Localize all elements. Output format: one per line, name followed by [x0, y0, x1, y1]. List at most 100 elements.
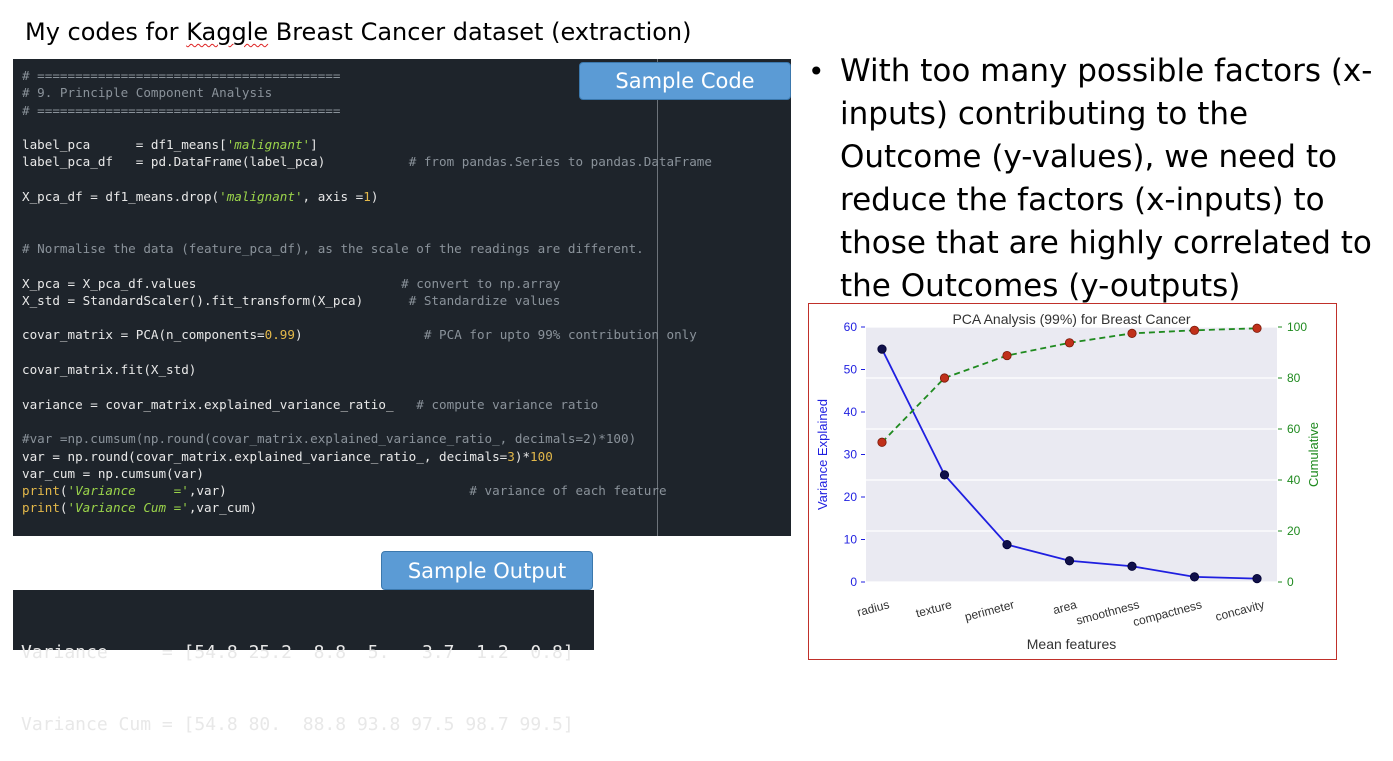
variance-point [1064, 556, 1075, 566]
cumulative-point [1189, 325, 1200, 335]
right-tick-label: 0 [1287, 575, 1294, 589]
output-line-variance: Variance = [54.8 25.2 8.8 5. 3.7 1.2 0.8… [21, 642, 574, 663]
cumulative-point [939, 373, 950, 383]
x-tick-label: area [1051, 597, 1078, 617]
code-token: covar_matrix = PCA(n_components= [22, 327, 265, 343]
code-token: label_pca_df = pd.DataFrame(label_pca) [22, 154, 409, 170]
code-token: ) [370, 189, 379, 205]
pca-chart: 0 10 20 30 40 50 60 0 20 40 60 80 100 radius texture pe… [808, 303, 1337, 660]
code-token: 0.99 [264, 327, 295, 343]
x-tick-label: texture [914, 597, 953, 620]
code-token: ] [310, 137, 318, 153]
variance-point [1002, 540, 1012, 550]
left-tick-label: 30 [844, 448, 858, 462]
variance-point [1189, 572, 1200, 582]
code-token: 100 [530, 448, 553, 464]
code-token: # variance of each feature [469, 483, 667, 499]
code-token: label_pca = df1_means[ [22, 137, 227, 153]
y-axis-label-left: Variance Explained [815, 399, 830, 510]
code-token: ,var) [188, 483, 470, 499]
left-tick-label: 40 [844, 405, 858, 419]
code-token: ( [59, 500, 68, 516]
x-tick-label: concavity [1214, 597, 1266, 623]
code-token: 3 [507, 448, 515, 464]
cumulative-point [877, 437, 887, 447]
cumulative-point [1002, 350, 1012, 361]
code-line [22, 223, 787, 240]
right-tick-label: 80 [1287, 371, 1301, 385]
slide-title-suffix: Breast Cancer dataset (extraction) [268, 18, 692, 46]
code-margin-guide [657, 59, 658, 536]
code-token: variance = covar_matrix.explained_varian… [22, 396, 417, 412]
slide-title-prefix: My codes for [25, 18, 187, 46]
code-line: X_pca_df = df1_means.drop('malignant', a… [22, 188, 787, 205]
right-tick-label: 100 [1287, 320, 1307, 334]
code-token: , axis = [302, 189, 364, 205]
slide-title-kaggle: Kaggle [186, 18, 269, 46]
sample-output-callout: Sample Output [381, 551, 593, 590]
code-line: # ======================================… [22, 102, 787, 119]
cumulative-point [1127, 328, 1137, 338]
code-token: var = np.round(covar_matrix.explained_va… [22, 448, 508, 464]
code-token: ) [294, 327, 424, 343]
code-token: # Normalise the data (feature_pca_df), a… [22, 240, 644, 256]
bullet-text: With too many possible factors (x-inputs… [840, 53, 1373, 304]
code-token: # convert to np.array [401, 275, 561, 291]
code-token: 'malignant' [226, 137, 311, 153]
variance-point [877, 344, 887, 354]
code-token: # compute variance ratio [416, 396, 599, 412]
code-line: var_cum = np.cumsum(var) [22, 465, 787, 482]
slide-title: My codes for Kaggle Breast Cancer datase… [25, 18, 692, 46]
cumulative-point [1064, 338, 1075, 348]
code-token: X_std = StandardScaler().fit_transform(X… [22, 292, 409, 308]
code-token: # PCA for upto 99% contribution only [423, 327, 697, 343]
x-tick-label: compactness [1131, 597, 1203, 629]
y-axis-label-right: Cumulative [1306, 422, 1321, 487]
code-token: # 9. Principle Component Analysis [22, 85, 273, 101]
variance-point [1127, 561, 1137, 571]
code-token: covar_matrix.fit(X_std) [22, 362, 197, 378]
code-token: ( [59, 483, 68, 499]
output-screenshot: Variance = [54.8 25.2 8.8 5. 3.7 1.2 0.8… [13, 590, 594, 735]
code-token: X_pca = X_pca_df.values [22, 275, 402, 291]
code-line: covar_matrix.fit(X_std) [22, 361, 787, 378]
code-line: X_std = StandardScaler().fit_transform(X… [22, 292, 787, 309]
code-token: #var =np.cumsum(np.round(covar_matrix.ex… [22, 431, 637, 447]
left-tick-label: 10 [844, 533, 858, 547]
code-token: print [22, 483, 60, 499]
x-tick-label: radius [856, 597, 891, 619]
right-tick-label: 20 [1287, 524, 1301, 538]
code-token: # ======================================… [22, 102, 341, 118]
code-line [22, 171, 787, 188]
code-line [22, 205, 787, 222]
code-token: ,var_cum) [188, 500, 258, 516]
code-token: 'malignant' [219, 189, 303, 205]
code-token: 1 [363, 189, 371, 205]
chart-title: PCA Analysis (99%) for Breast Cancer [952, 311, 1190, 327]
code-line: #var =np.cumsum(np.round(covar_matrix.ex… [22, 430, 787, 447]
left-tick-label: 60 [844, 320, 858, 334]
code-token: X_pca_df = df1_means.drop( [22, 189, 220, 205]
code-line [22, 309, 787, 326]
variance-point [939, 470, 950, 480]
x-axis-label: Mean features [1027, 636, 1117, 652]
variance-point [1252, 573, 1262, 584]
left-tick-label: 50 [844, 363, 858, 377]
code-token: 'Variance Cum =' [67, 500, 189, 516]
x-tick-label: smoothness [1075, 597, 1141, 627]
code-line [22, 344, 787, 361]
code-line: covar_matrix = PCA(n_components=0.99) # … [22, 326, 787, 343]
code-screenshot: # ======================================… [13, 59, 791, 536]
code-line [22, 257, 787, 274]
left-tick-label: 0 [850, 575, 857, 589]
code-line: print('Variance =',var) # variance of ea… [22, 482, 787, 499]
bullet-dot-icon: • [808, 55, 825, 88]
code-line [22, 119, 787, 136]
code-body: # ======================================… [22, 67, 787, 517]
sample-code-callout: Sample Code [579, 62, 791, 100]
pca-chart-svg: 0 10 20 30 40 50 60 0 20 40 60 80 100 radius texture pe… [815, 311, 1321, 652]
code-token: print [22, 500, 60, 516]
output-line-variance-cum: Variance Cum = [54.8 80. 88.8 93.8 97.5 … [21, 714, 574, 735]
code-token: # from pandas.Series to pandas.DataFrame [408, 154, 712, 170]
right-tick-label: 40 [1287, 473, 1301, 487]
